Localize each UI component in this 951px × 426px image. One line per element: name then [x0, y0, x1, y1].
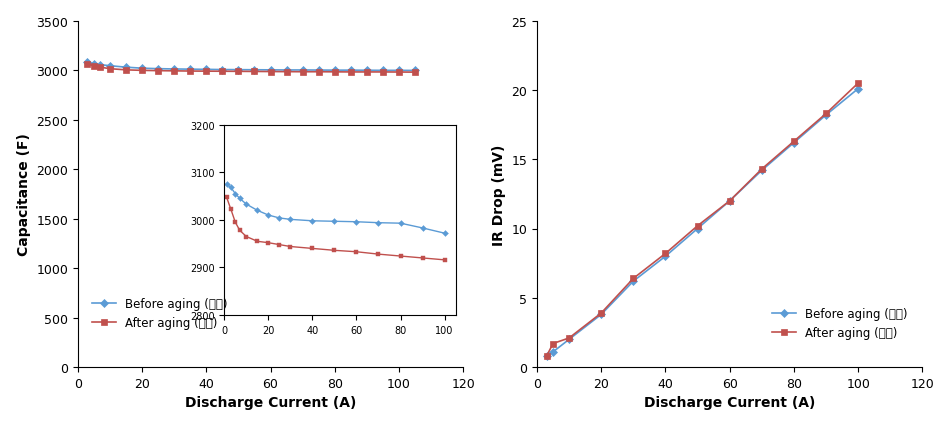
X-axis label: Discharge Current (A): Discharge Current (A) [644, 395, 815, 409]
Legend: Before aging (상온), After aging (상온): Before aging (상온), After aging (상온) [87, 292, 233, 334]
Before aging (상온) [264, 68, 276, 73]
Before aging (상온) [345, 69, 357, 74]
After aging (상온) [264, 70, 276, 75]
After aging (상온) [94, 66, 106, 71]
After aging (상온) [82, 63, 93, 68]
After aging (상온) [660, 251, 671, 256]
Before aging (상온) [756, 168, 767, 173]
X-axis label: Discharge Current (A): Discharge Current (A) [184, 395, 357, 409]
After aging (상온) [233, 69, 244, 75]
After aging (상온) [852, 81, 864, 86]
Before aging (상온) [297, 68, 308, 73]
After aging (상온) [168, 69, 180, 74]
Before aging (상온) [692, 226, 704, 231]
Before aging (상온) [541, 354, 553, 359]
Before aging (상온) [313, 68, 324, 73]
After aging (상온) [394, 70, 405, 75]
After aging (상온) [628, 276, 639, 281]
After aging (상온) [378, 70, 389, 75]
Before aging (상온) [788, 141, 800, 146]
After aging (상온) [136, 69, 147, 74]
Y-axis label: Capacitance (F): Capacitance (F) [17, 133, 30, 256]
After aging (상온) [329, 70, 340, 75]
Before aging (상온) [660, 254, 671, 259]
Before aging (상온) [105, 64, 116, 69]
After aging (상온) [249, 70, 261, 75]
Before aging (상온) [94, 63, 106, 68]
After aging (상온) [281, 70, 292, 75]
Line: Before aging (상온): Before aging (상온) [544, 86, 861, 359]
After aging (상온) [548, 341, 559, 346]
After aging (상온) [201, 69, 212, 75]
Line: Before aging (상온): Before aging (상온) [85, 60, 417, 74]
After aging (상온) [595, 311, 607, 316]
After aging (상온) [184, 69, 196, 75]
Before aging (상온) [168, 67, 180, 72]
After aging (상온) [345, 70, 357, 75]
After aging (상온) [313, 70, 324, 75]
After aging (상온) [409, 70, 420, 75]
After aging (상온) [724, 199, 735, 204]
Before aging (상온) [724, 199, 735, 204]
After aging (상온) [541, 354, 553, 359]
After aging (상온) [821, 112, 832, 117]
Before aging (상온) [281, 68, 292, 73]
After aging (상온) [120, 68, 131, 73]
Before aging (상온) [152, 67, 164, 72]
Before aging (상온) [409, 69, 420, 74]
Before aging (상온) [136, 66, 147, 72]
Before aging (상온) [233, 68, 244, 73]
Before aging (상온) [563, 337, 574, 342]
Before aging (상온) [378, 69, 389, 74]
Before aging (상온) [852, 87, 864, 92]
After aging (상온) [756, 167, 767, 172]
Before aging (상온) [821, 113, 832, 118]
Before aging (상온) [82, 60, 93, 66]
Line: After aging (상온): After aging (상온) [544, 81, 861, 359]
Before aging (상온) [329, 69, 340, 74]
After aging (상온) [788, 139, 800, 144]
After aging (상온) [105, 67, 116, 72]
Before aging (상온) [628, 279, 639, 284]
Before aging (상온) [394, 69, 405, 74]
Line: After aging (상온): After aging (상온) [85, 62, 417, 76]
After aging (상온) [692, 224, 704, 229]
Before aging (상온) [88, 62, 100, 67]
Before aging (상온) [361, 69, 373, 74]
Before aging (상온) [120, 66, 131, 71]
Before aging (상온) [184, 67, 196, 72]
Legend: Before aging (상온), After aging (상온): Before aging (상온), After aging (상온) [767, 303, 913, 344]
After aging (상온) [152, 69, 164, 74]
Before aging (상온) [217, 68, 228, 73]
After aging (상온) [297, 70, 308, 75]
After aging (상온) [361, 70, 373, 75]
Y-axis label: IR Drop (mV): IR Drop (mV) [492, 144, 506, 245]
Before aging (상온) [249, 68, 261, 73]
Before aging (상온) [548, 349, 559, 354]
After aging (상온) [217, 69, 228, 75]
Before aging (상온) [201, 68, 212, 73]
After aging (상온) [563, 336, 574, 341]
Before aging (상온) [595, 312, 607, 317]
After aging (상온) [88, 64, 100, 69]
